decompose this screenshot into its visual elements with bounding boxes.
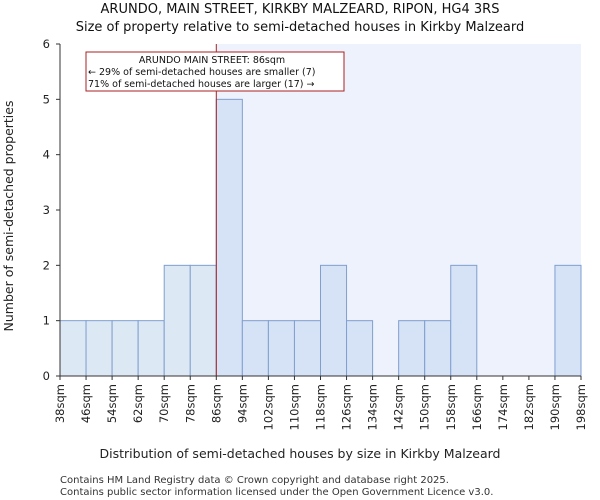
bar-190sqm [554, 264, 582, 377]
bar-78sqm [189, 264, 217, 377]
x-tick-label: 134sqm [366, 384, 380, 430]
bar-38sqm [59, 320, 87, 377]
x-axis-label: Distribution of semi-detached houses by … [100, 446, 501, 461]
x-tick-label: 182sqm [522, 384, 536, 430]
bar-54sqm [111, 320, 139, 377]
x-tick-label: 190sqm [548, 384, 562, 430]
x-tick-label: 70sqm [157, 384, 171, 423]
x-tick-label: 158sqm [444, 384, 458, 430]
x-tick-label: 46sqm [79, 384, 93, 423]
x-tick-label: 86sqm [209, 384, 223, 423]
x-tick-label: 110sqm [287, 384, 301, 430]
y-tick-label: 4 [43, 148, 50, 162]
annotation-line-2: ← 29% of semi-detached houses are smalle… [88, 67, 316, 78]
x-tick-label: 174sqm [496, 384, 510, 430]
bar-142sqm [398, 320, 426, 377]
x-ticks-group: 38sqm 46sqm 54sqm 62sqm 70sqm 78sqm 86sqm 94sqm… [53, 376, 588, 430]
x-tick-label: 78sqm [183, 384, 197, 423]
bar-62sqm [137, 320, 165, 377]
x-tick-label: 94sqm [235, 384, 249, 423]
x-tick-label: 62sqm [131, 384, 145, 423]
chart-subtitle: Size of property relative to semi-detach… [76, 20, 525, 35]
x-tick-label: 142sqm [392, 384, 406, 430]
x-tick-label: 198sqm [574, 384, 588, 430]
chart-title: ARUNDO, MAIN STREET, KIRKBY MALZEARD, RI… [101, 2, 500, 17]
annotation-line-1: ARUNDO MAIN STREET: 86sqm [139, 55, 285, 66]
x-tick-label: 54sqm [105, 384, 119, 423]
y-tick-label: 0 [43, 369, 50, 383]
bar-110sqm [293, 320, 322, 377]
x-tick-label: 166sqm [470, 384, 484, 430]
y-tick-label: 3 [43, 203, 50, 217]
y-ticks-group: 0 1 2 3 4 5 6 [43, 37, 60, 383]
y-tick-label: 6 [43, 37, 50, 51]
y-axis-label: Number of semi-detached properties [1, 101, 16, 332]
y-tick-label: 5 [43, 92, 50, 106]
y-tick-label: 1 [43, 314, 50, 328]
x-tick-label: 126sqm [340, 384, 354, 430]
bar-46sqm [85, 320, 113, 377]
annotation-box [85, 51, 345, 92]
bar-94sqm [241, 320, 269, 377]
x-tick-label: 102sqm [261, 384, 275, 430]
bar-70sqm [163, 264, 191, 377]
annotation-line-3: 71% of semi-detached houses are larger (… [88, 79, 315, 90]
y-tick-label: 2 [43, 258, 50, 272]
bar-118sqm [320, 264, 348, 377]
footer-line-2: Contains public sector information licen… [60, 487, 493, 498]
bar-158sqm [450, 264, 478, 377]
footer-line-1: Contains HM Land Registry data © Crown c… [60, 475, 449, 486]
x-tick-label: 150sqm [418, 384, 432, 430]
x-tick-label: 38sqm [53, 384, 67, 423]
bar-126sqm [346, 320, 374, 377]
x-tick-label: 118sqm [314, 384, 328, 430]
bars-group [59, 98, 582, 377]
bar-150sqm [424, 320, 452, 377]
bar-102sqm [267, 320, 295, 377]
bar-86sqm [215, 98, 243, 377]
